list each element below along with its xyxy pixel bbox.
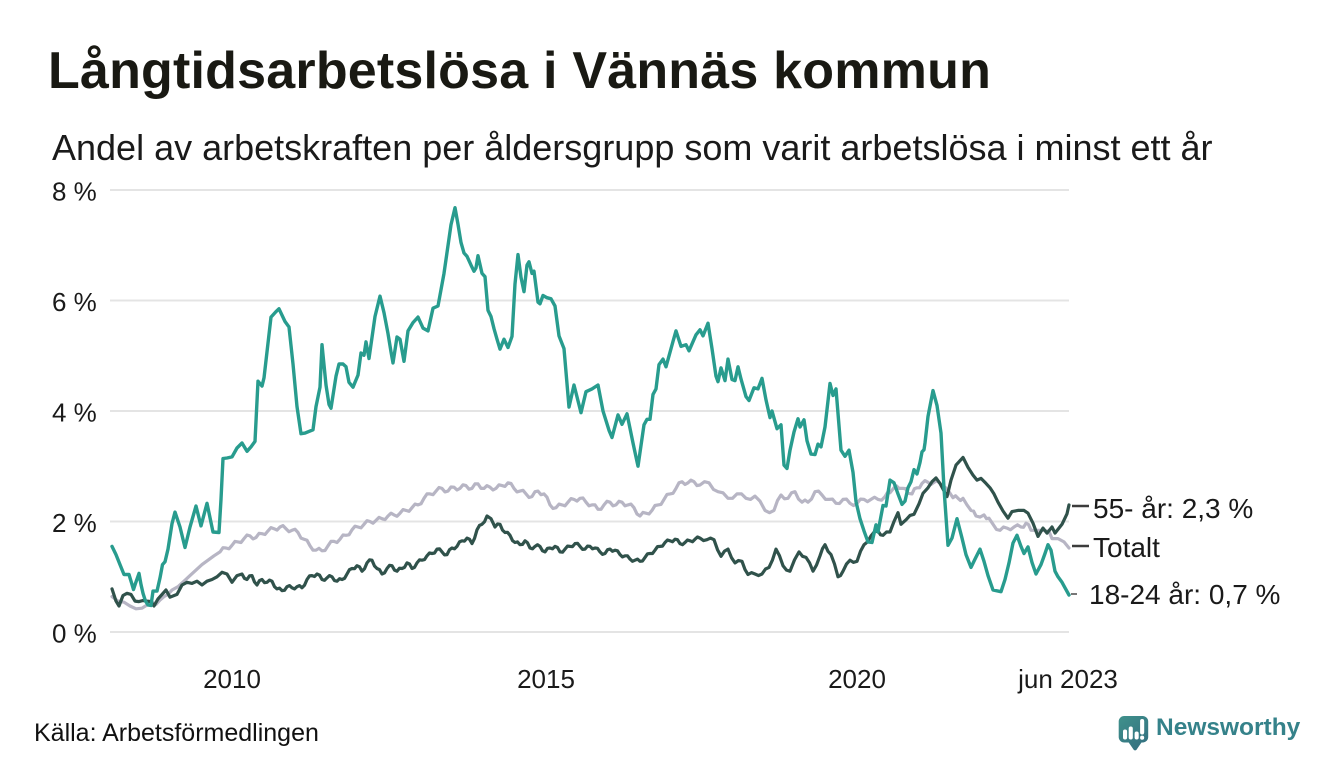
svg-text:jun 2023: jun 2023 bbox=[1017, 664, 1118, 694]
svg-text:4 %: 4 % bbox=[52, 398, 97, 428]
svg-text:0 %: 0 % bbox=[52, 619, 97, 649]
svg-text:6 %: 6 % bbox=[52, 287, 97, 317]
svg-text:8 %: 8 % bbox=[52, 177, 97, 207]
svg-text:2015: 2015 bbox=[517, 664, 575, 694]
svg-text:18-24 år: 0,7 %: 18-24 år: 0,7 % bbox=[1089, 579, 1280, 610]
svg-text:Totalt: Totalt bbox=[1093, 532, 1160, 563]
svg-text:55- år: 2,3 %: 55- år: 2,3 % bbox=[1093, 493, 1253, 524]
svg-text:2020: 2020 bbox=[828, 664, 886, 694]
svg-text:2 %: 2 % bbox=[52, 508, 97, 538]
svg-text:2010: 2010 bbox=[203, 664, 261, 694]
